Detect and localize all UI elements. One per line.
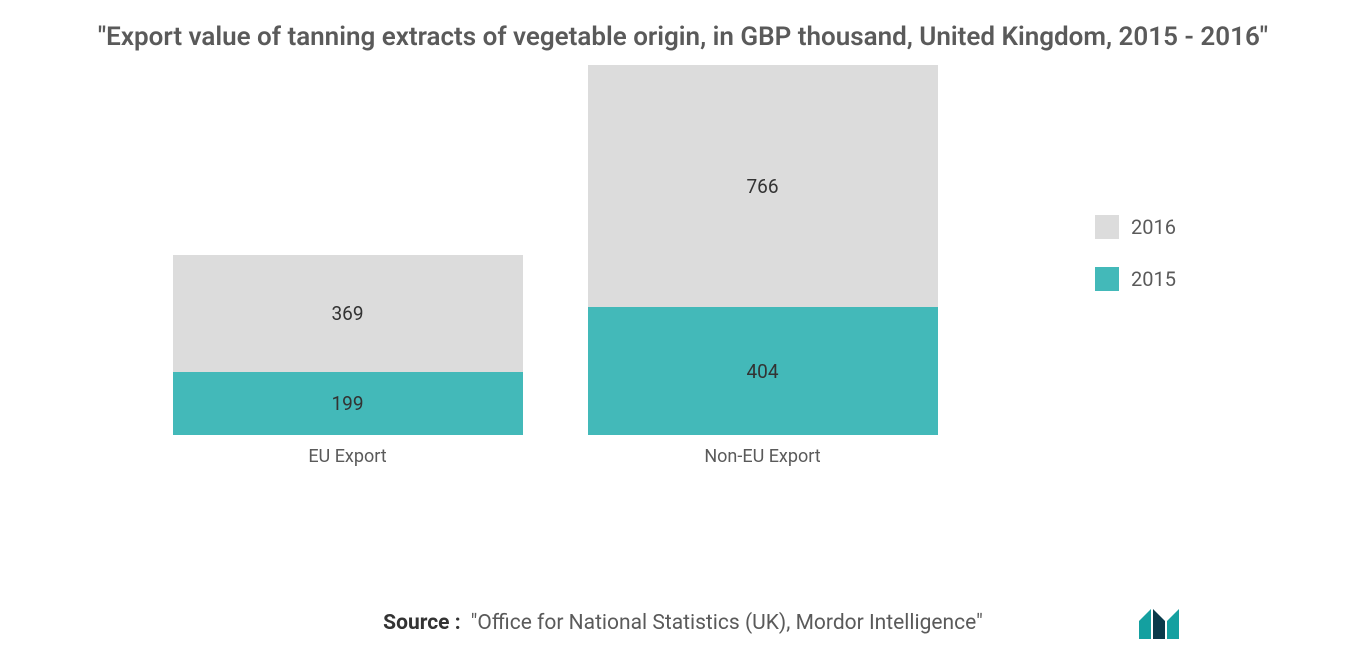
bar-stack: 369199	[173, 255, 523, 435]
chart-area: 369199EU Export766404Non-EU Export 20162…	[0, 65, 1366, 505]
plot-area: 369199EU Export766404Non-EU Export	[140, 65, 970, 435]
source-label: Source :	[383, 611, 460, 635]
legend-item: 2015	[1095, 267, 1176, 291]
brand-logo-icon	[1137, 607, 1181, 641]
legend: 2016 2015	[1095, 215, 1176, 291]
bar-group: 369199EU Export	[140, 65, 555, 435]
bar-segment: 766	[588, 65, 938, 307]
bar-stack: 766404	[588, 65, 938, 435]
chart-title: "Export value of tanning extracts of veg…	[0, 0, 1366, 65]
bar-segment: 404	[588, 307, 938, 435]
bar-segment: 369	[173, 255, 523, 372]
legend-item: 2016	[1095, 215, 1176, 239]
source-text: "Office for National Statistics (UK), Mo…	[471, 611, 983, 635]
category-label: EU Export	[308, 446, 386, 467]
legend-label: 2015	[1131, 267, 1176, 291]
legend-swatch	[1095, 267, 1119, 291]
category-label: Non-EU Export	[704, 446, 820, 467]
legend-label: 2016	[1131, 215, 1176, 239]
bar-segment: 199	[173, 372, 523, 435]
bar-group: 766404Non-EU Export	[555, 65, 970, 435]
legend-swatch	[1095, 215, 1119, 239]
